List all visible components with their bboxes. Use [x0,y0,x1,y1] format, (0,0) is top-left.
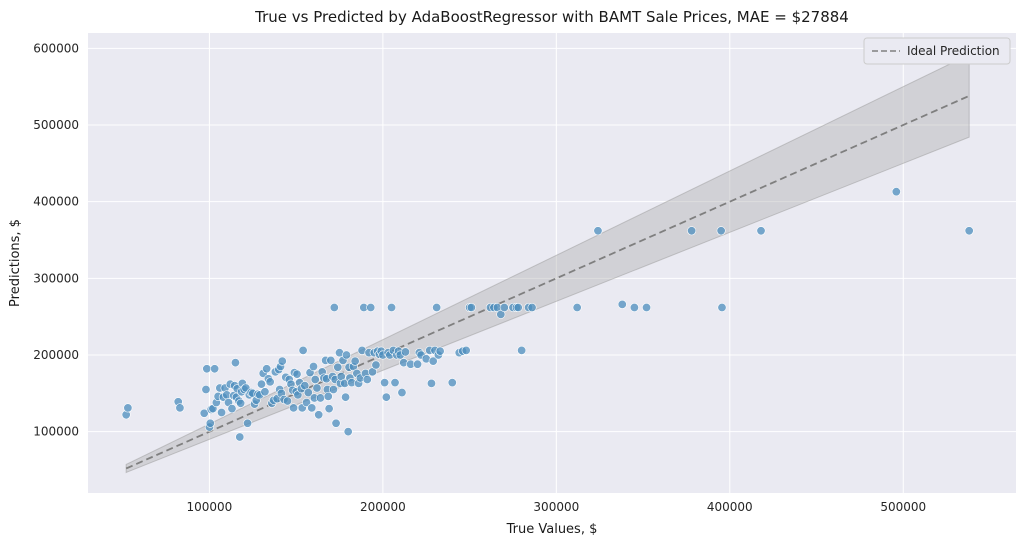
scatter-point [289,403,299,413]
scatter-point [716,226,726,236]
scatter-point [298,345,308,355]
scatter-point [387,302,397,312]
scatter-point [687,226,697,236]
legend-ideal-label: Ideal Prediction [907,44,1000,58]
scatter-point [308,361,318,371]
scatter-point [326,355,336,365]
y-tick-label: 100000 [33,425,79,439]
scatter-point [400,347,410,357]
legend-box [863,37,1011,65]
scatter-point [265,377,275,387]
scatter-point [435,346,445,356]
scatter-point [262,364,272,374]
scatter-point [341,350,351,360]
scatter-point [413,359,423,369]
scatter-point [256,379,266,389]
scatter-point [380,378,390,388]
scatter-points [121,187,974,442]
scatter-point [329,302,339,312]
legend: Ideal Prediction [863,37,1011,65]
scatter-point [236,398,246,408]
scatter-point [593,226,603,236]
scatter-point [292,369,302,379]
x-tick-label: 200000 [360,500,406,514]
scatter-point [323,391,333,401]
scatter-point [328,384,338,394]
scatter-point [205,418,215,428]
scatter-point [312,383,322,393]
scatter-point [260,387,270,397]
scatter-point [202,364,212,374]
scatter-point [217,407,227,417]
scatter-point [466,302,476,312]
scatter-point [428,356,438,366]
scatter-point [310,375,320,385]
grid [88,33,1016,493]
scatter-point [307,403,317,413]
scatter-point [572,302,582,312]
scatter-point [201,384,211,394]
scatter-point [527,302,537,312]
x-axis-label: True Values, $ [506,522,598,537]
scatter-point [517,345,527,355]
scatter-point [756,226,766,236]
x-tick-label: 300000 [533,500,579,514]
scatter-point [303,388,313,398]
scatter-point [331,418,341,428]
scatter-point [390,378,400,388]
x-tick-label: 400000 [707,500,753,514]
x-axis-ticks: 100000 200000 300000 400000 500000 [187,500,927,514]
y-axis-label: Predictions, $ [8,219,23,307]
scatter-point [343,427,353,437]
scatter-point [397,388,407,398]
scatter-point [461,345,471,355]
x-tick-label: 500000 [880,500,926,514]
scatter-point [199,408,209,418]
scatter-point [227,404,237,414]
scatter-point [964,226,974,236]
scatter-point [426,378,436,388]
x-tick-label: 100000 [187,500,233,514]
scatter-point [277,356,287,366]
scatter-point [243,418,253,428]
scatter-point [366,302,376,312]
scatter-point [513,302,523,312]
scatter-point [324,404,334,414]
y-tick-label: 200000 [33,348,79,362]
scatter-point [235,432,245,442]
scatter-point [499,302,509,312]
scatter-point [371,360,381,370]
scatter-point [642,302,652,312]
scatter-point [315,393,325,403]
scatter-point [381,392,391,402]
y-tick-label: 600000 [33,41,79,55]
scatter-point [341,392,351,402]
chart-title: True vs Predicted by AdaBoostRegressor w… [254,8,849,26]
scatter-point [891,187,901,197]
scatter-point [717,302,727,312]
y-tick-label: 400000 [33,195,79,209]
scatter-point [350,356,360,366]
scatter-point [314,410,324,420]
scatter-point [362,375,372,385]
y-tick-label: 300000 [33,271,79,285]
scatter-point [432,302,442,312]
scatter-point [230,358,240,368]
scatter-point [175,403,185,413]
scatter-point [617,299,627,309]
y-tick-label: 500000 [33,118,79,132]
scatter-point [302,398,312,408]
y-axis-ticks: 100000 200000 300000 400000 500000 600000 [33,41,79,438]
scatter-point [629,302,639,312]
scatter-point [333,362,343,372]
scatter-point [123,403,133,413]
scatter-point [210,364,220,374]
scatter-point [282,396,292,406]
scatter-point [447,378,457,388]
